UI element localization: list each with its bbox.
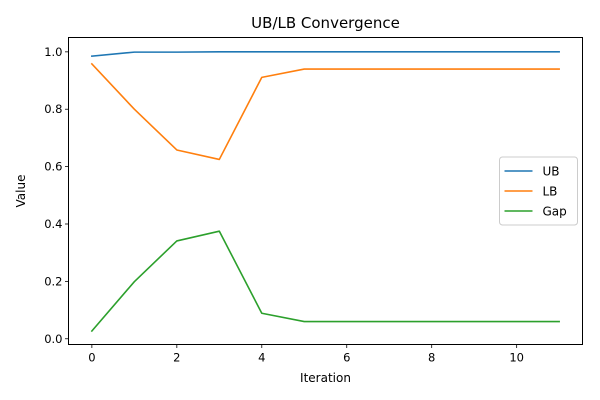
series-line-lb bbox=[90, 62, 560, 161]
plot-area-frame bbox=[68, 37, 583, 345]
x-axis-label: Iteration bbox=[300, 371, 351, 385]
y-tick-label: 0.6 bbox=[44, 160, 62, 174]
series-line-ub bbox=[90, 51, 560, 58]
legend-box bbox=[499, 156, 578, 226]
x-tick-label: 2 bbox=[173, 351, 180, 365]
y-tick-label: 1.0 bbox=[44, 45, 62, 59]
y-tick-label: 0.2 bbox=[44, 274, 62, 288]
x-tick-label: 10 bbox=[509, 351, 524, 365]
x-tick-label: 6 bbox=[343, 351, 350, 365]
legend-label-lb: LB bbox=[543, 185, 558, 199]
legend-label-ub: UB bbox=[543, 165, 560, 179]
x-tick-label: 8 bbox=[428, 351, 435, 365]
legend: UB LB Gap bbox=[499, 156, 578, 226]
series-line-gap bbox=[90, 230, 560, 333]
x-tick-label: 0 bbox=[88, 351, 95, 365]
chart-title: UB/LB Convergence bbox=[251, 14, 400, 32]
x-tick-label: 4 bbox=[258, 351, 265, 365]
legend-label-gap: Gap bbox=[543, 205, 567, 219]
y-tick-label: 0.0 bbox=[44, 332, 62, 346]
y-tick-label: 0.8 bbox=[44, 102, 62, 116]
y-axis-label: Value bbox=[14, 175, 28, 208]
y-tick-label: 0.4 bbox=[44, 217, 62, 231]
